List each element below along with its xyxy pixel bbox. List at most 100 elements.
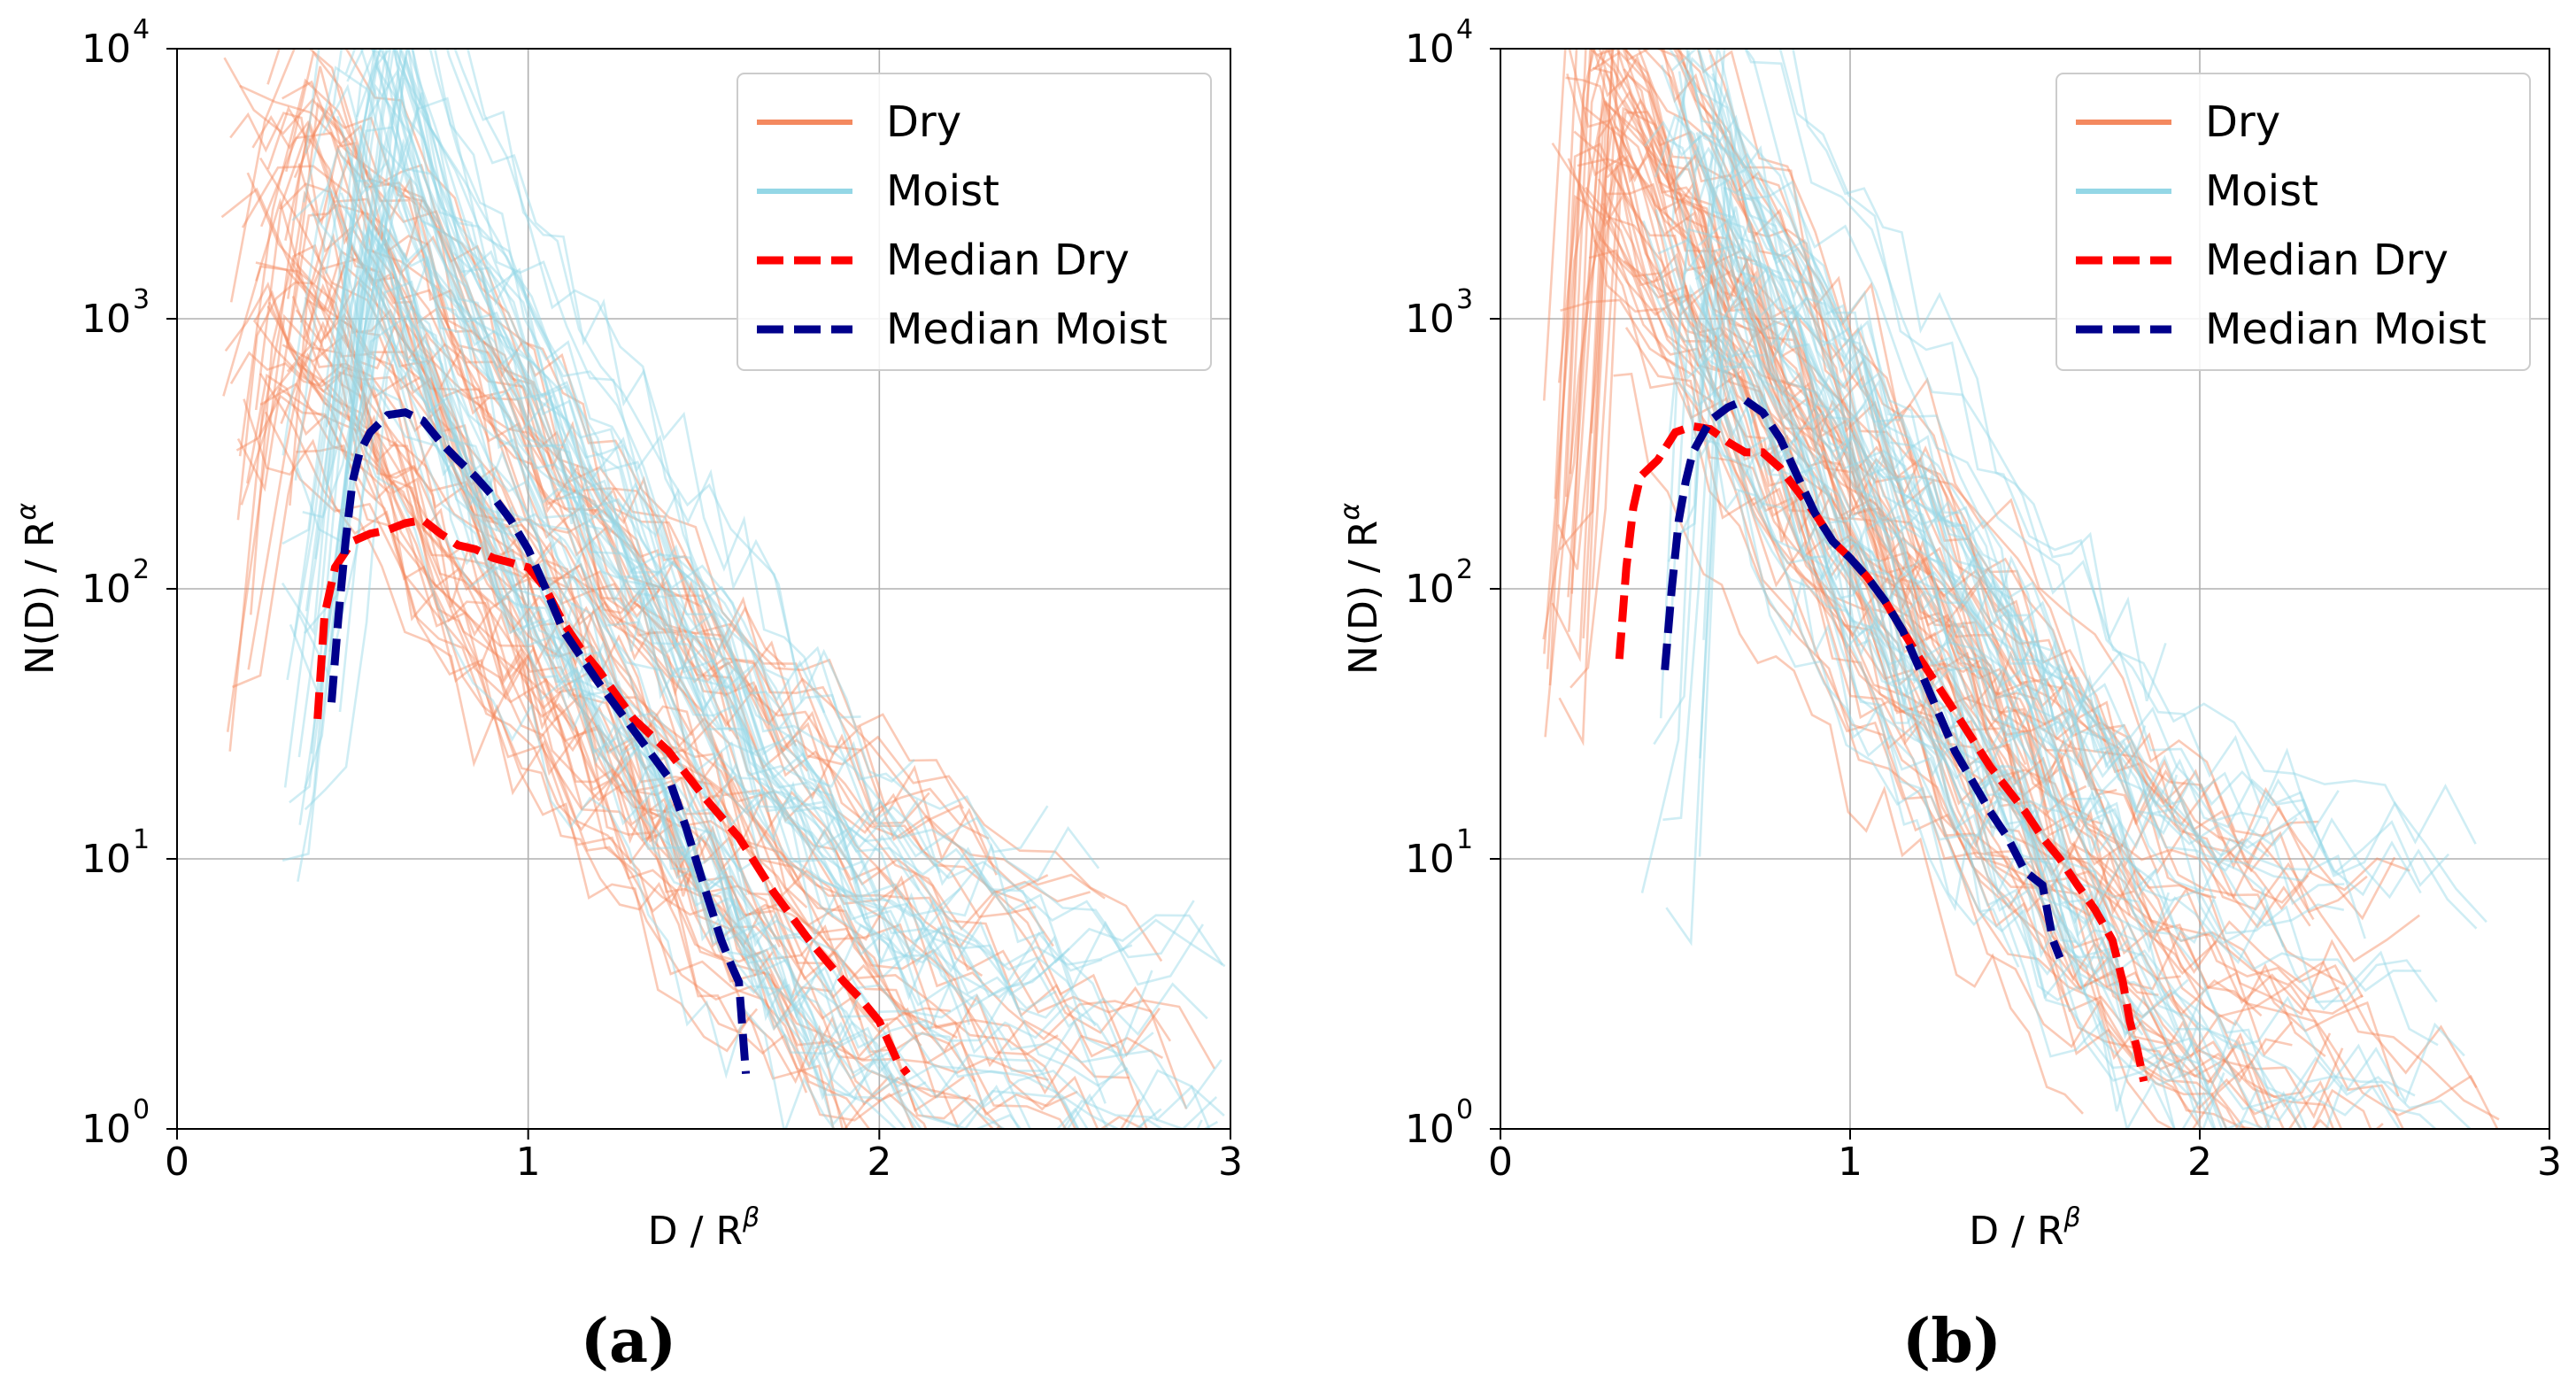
dry-trace — [1591, 106, 2400, 1097]
dry-trace — [1677, 49, 2310, 911]
moist-trace — [1665, 57, 2345, 927]
x-tick-label: 2 — [867, 1140, 891, 1185]
dry-trace — [232, 263, 958, 1039]
dry-trace — [258, 157, 1188, 1109]
y-axis-label: N(D) / Rα — [1335, 503, 1386, 676]
moist-trace — [1716, 49, 2298, 847]
dry-trace — [1601, 203, 2159, 997]
x-tick-label: 2 — [2187, 1140, 2212, 1185]
moist-trace — [325, 146, 883, 1040]
y-tick-label: 10 0 — [1405, 1094, 1473, 1152]
y-tick-label: 10 2 — [1405, 554, 1473, 612]
moist-trace — [294, 186, 1203, 1129]
y-axis-label-sup: α — [1335, 503, 1366, 521]
dry-trace — [1551, 100, 2263, 1017]
moist-trace — [1653, 168, 2438, 1003]
moist-trace — [340, 192, 1218, 1129]
moist-trace — [1669, 283, 2212, 1093]
x-axis-label: D / Rβ — [1969, 1202, 2080, 1254]
moist-trace — [338, 252, 899, 1101]
dry-trace — [259, 383, 1004, 1129]
dry-trace — [1588, 249, 2262, 1129]
moist-trace — [1693, 326, 2022, 853]
moist-trace — [1672, 294, 2237, 1080]
panel-caption: (b) — [1902, 1306, 2001, 1377]
dry-trace — [1597, 230, 2344, 1119]
moist-trace — [327, 191, 1162, 1129]
legend-box — [2055, 73, 2531, 371]
y-tick-label: 10 0 — [81, 1094, 150, 1152]
dry-trace — [1570, 49, 2087, 816]
moist-trace — [283, 210, 927, 1098]
moist-trace — [1726, 352, 2109, 947]
moist-trace — [355, 49, 1224, 966]
dry-trace — [258, 66, 787, 668]
x-axis-label-text: D / R — [1969, 1209, 2063, 1254]
dry-trace — [238, 78, 1091, 903]
y-tick-base: 10 — [1405, 27, 1454, 72]
dry-trace — [1577, 183, 2303, 1129]
moist-trace — [297, 97, 1070, 997]
moist-trace — [332, 49, 804, 768]
dry-trace — [1590, 50, 2346, 986]
legend-box — [737, 73, 1212, 371]
y-tick-exponent: 1 — [1456, 824, 1473, 855]
moist-trace — [1701, 354, 2267, 1129]
y-tick-base: 10 — [1405, 1107, 1454, 1152]
dry-trace — [295, 309, 922, 1047]
dry-trace — [1566, 73, 2294, 1057]
dry-trace — [258, 373, 849, 1129]
moist-trace — [286, 126, 971, 1025]
dry-trace — [1570, 97, 2027, 766]
dry-trace — [259, 131, 1172, 1042]
median-lines — [1615, 395, 2148, 1083]
moist-trace — [1702, 152, 2267, 945]
moist-trace — [281, 49, 1103, 985]
dry-trace — [224, 281, 778, 951]
y-tick-base: 10 — [1405, 567, 1454, 612]
x-axis-label-text: D / R — [648, 1209, 743, 1254]
moist-trace — [1702, 427, 2176, 1129]
moist-trace — [1699, 285, 2271, 1099]
dry-trace — [1543, 97, 2326, 1058]
dry-trace — [1597, 49, 2420, 962]
dry-trace — [288, 155, 809, 772]
moist-trace — [297, 223, 896, 1096]
x-tick-label: 3 — [1218, 1140, 1243, 1185]
dry-trace — [1546, 194, 2270, 1109]
dry-trace — [1567, 90, 2364, 1016]
dry-trace — [252, 319, 861, 1021]
dry-trace — [254, 182, 904, 899]
dry-trace — [223, 57, 990, 840]
dry-trace — [1593, 239, 2270, 1129]
median-moist-line — [1661, 395, 2064, 960]
legend-label: Median Moist — [886, 305, 1168, 354]
dry-trace — [1623, 99, 2311, 929]
dry-trace — [236, 232, 735, 846]
dry-trace — [1561, 49, 2109, 781]
moist-trace — [328, 92, 1130, 1074]
moist-trace — [1695, 132, 2422, 993]
legend-label: Median Dry — [886, 236, 1130, 285]
moist-trace — [1660, 64, 2366, 939]
moist-trace — [1744, 49, 2487, 923]
moist-trace — [359, 49, 1195, 959]
moist-trace — [369, 49, 983, 983]
x-axis-title: D / Rβ — [648, 1202, 760, 1254]
moist-trace — [302, 49, 826, 714]
dry-trace — [268, 301, 1068, 1129]
moist-trace — [1693, 437, 2217, 1129]
dry-trace — [299, 197, 1161, 1057]
moist-trace — [296, 49, 861, 719]
moist-trace — [325, 174, 1211, 1129]
dry-trace — [229, 351, 704, 899]
dry-trace — [287, 141, 726, 696]
moist-trace — [304, 255, 838, 1034]
dry-trace — [1567, 158, 2384, 1129]
dry-trace — [1558, 182, 2171, 1050]
dry-trace — [1607, 248, 2293, 1084]
dry-trace — [282, 334, 1078, 1117]
moist-trace — [1677, 145, 2217, 939]
